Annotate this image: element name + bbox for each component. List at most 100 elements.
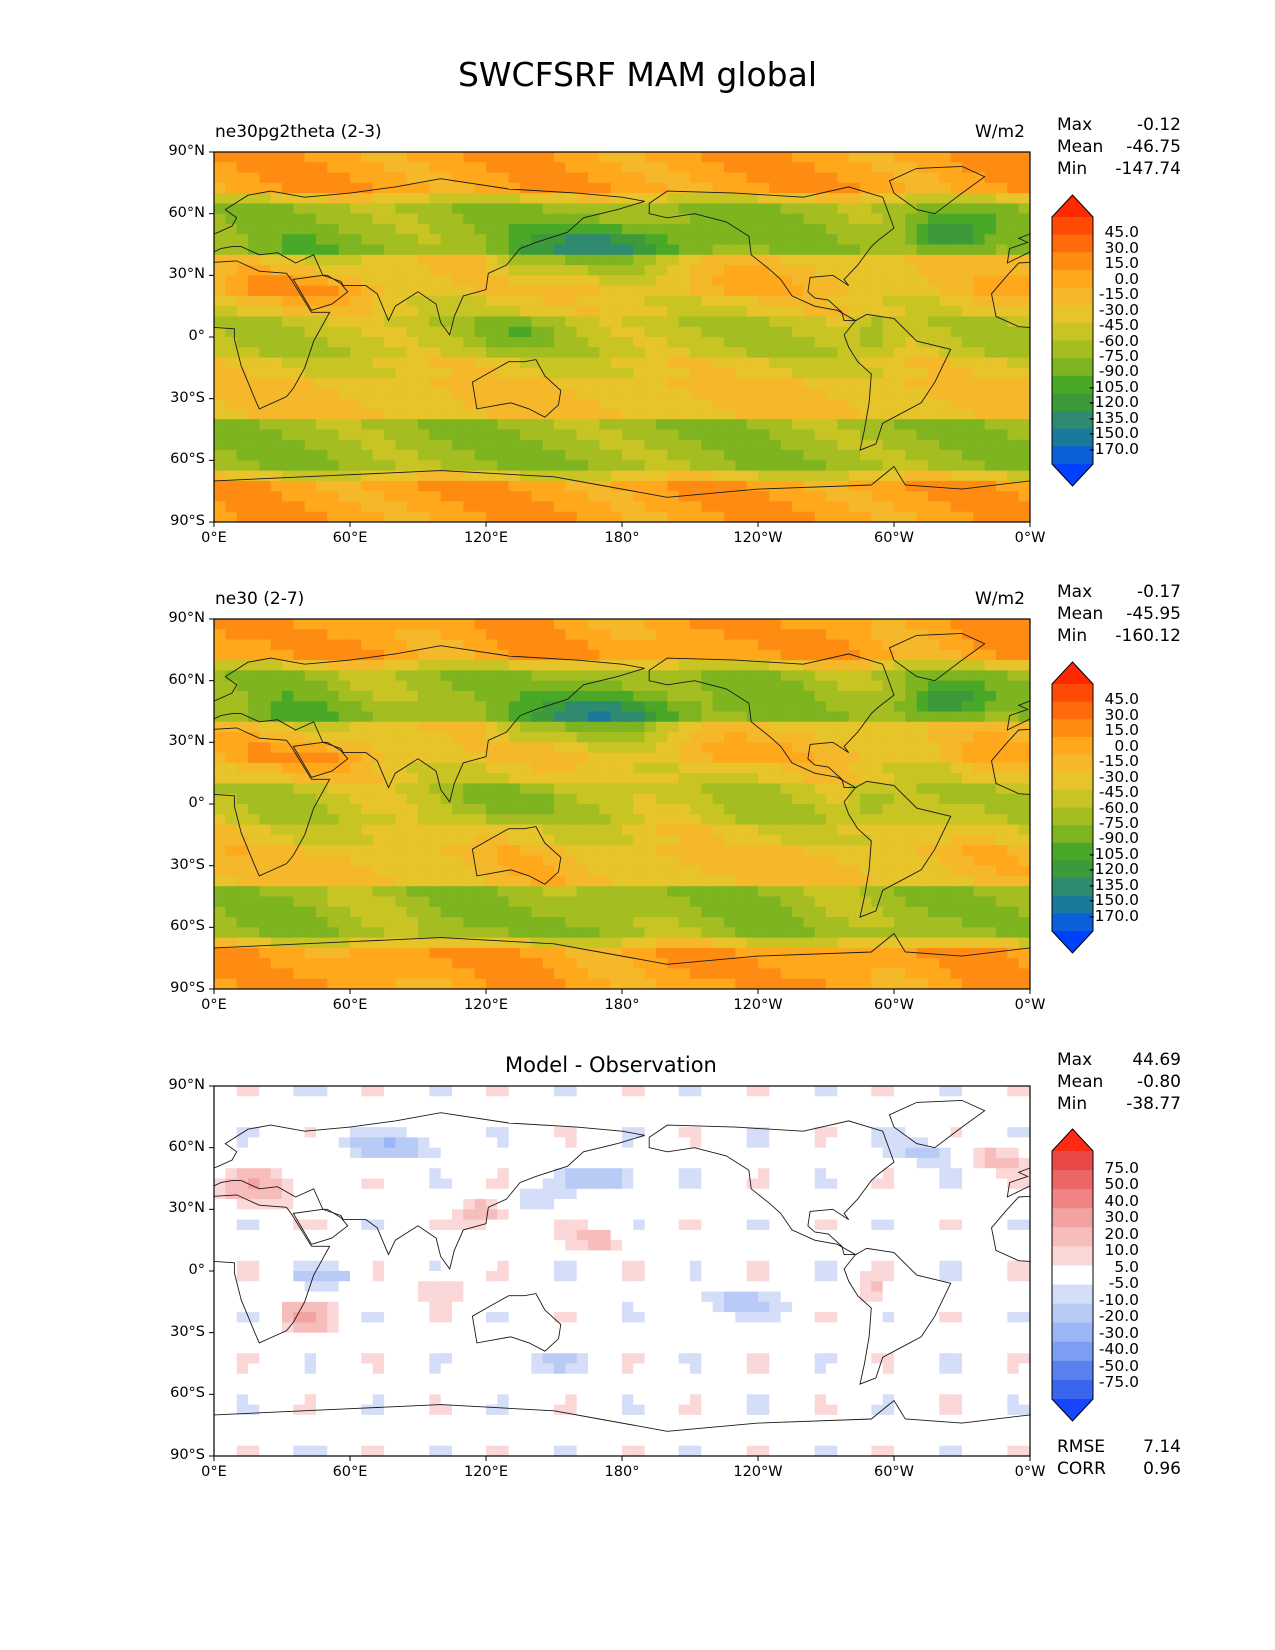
field-cell xyxy=(882,347,895,359)
field-cell xyxy=(270,619,283,630)
field-cell xyxy=(293,752,306,764)
field-cell xyxy=(996,814,1008,826)
field-cell xyxy=(282,234,294,246)
field-cell xyxy=(1018,752,1030,764)
field-cell xyxy=(973,501,986,513)
field-cell xyxy=(508,814,521,826)
field-cell xyxy=(316,408,328,420)
field-cell xyxy=(214,316,226,328)
field-cell xyxy=(894,742,906,754)
field-cell xyxy=(248,152,260,163)
field-cell xyxy=(746,773,759,785)
field-cell xyxy=(746,690,759,702)
field-cell xyxy=(701,649,714,661)
field-cell xyxy=(678,285,691,297)
field-cell xyxy=(565,742,578,754)
field-cell xyxy=(735,773,748,785)
field-cell xyxy=(486,824,498,836)
field-cell xyxy=(576,721,589,733)
field-cell xyxy=(984,254,997,266)
field-cell xyxy=(758,886,770,898)
field-cell xyxy=(882,752,895,764)
field-cell xyxy=(225,742,238,754)
field-cell xyxy=(894,265,906,276)
field-cell xyxy=(735,865,748,877)
field-cell xyxy=(622,275,634,287)
field-cell xyxy=(282,906,294,918)
field-cell xyxy=(860,762,872,774)
field-cell xyxy=(848,927,861,939)
field-cell xyxy=(520,917,532,928)
field-cell xyxy=(259,203,272,215)
field-cell xyxy=(565,491,578,503)
field-cell xyxy=(293,906,306,918)
field-cell xyxy=(735,213,748,225)
field-cell xyxy=(678,701,691,713)
field-cell xyxy=(542,937,555,949)
field-cell xyxy=(304,491,317,503)
field-cell xyxy=(508,701,521,713)
field-cell xyxy=(554,460,566,472)
field-cell xyxy=(282,408,294,420)
field-cell xyxy=(486,223,498,235)
field-cell xyxy=(214,337,226,348)
field-cell xyxy=(860,670,872,682)
field-cell xyxy=(236,937,249,949)
field-cell xyxy=(406,742,419,754)
field-cell xyxy=(690,680,702,692)
field-cell xyxy=(644,285,657,297)
field-cell xyxy=(633,742,646,754)
field-cell xyxy=(304,639,317,651)
field-cell xyxy=(542,213,555,225)
field-cell xyxy=(882,480,895,492)
field-cell xyxy=(338,742,351,754)
field-cell xyxy=(520,619,532,630)
field-cell xyxy=(338,162,351,174)
field-cell xyxy=(1007,875,1020,887)
field-cell xyxy=(690,690,702,702)
field-cell xyxy=(214,896,226,908)
field-cell xyxy=(860,223,872,235)
field-cell xyxy=(610,347,623,359)
field-cell xyxy=(316,306,328,318)
field-cell xyxy=(406,511,419,522)
field-cell xyxy=(248,347,260,359)
field-cell xyxy=(780,639,793,651)
field-cell xyxy=(497,244,510,256)
field-cell xyxy=(882,172,895,184)
field-cell xyxy=(792,172,804,184)
field-cell xyxy=(996,162,1008,174)
field-cell xyxy=(905,670,918,682)
field-cell xyxy=(418,193,430,204)
field-cell xyxy=(871,162,884,174)
field-cell xyxy=(508,793,521,805)
field-cell xyxy=(633,670,646,682)
field-cell xyxy=(780,793,793,805)
field-cell xyxy=(214,193,226,204)
field-cell xyxy=(327,793,340,805)
field-cell xyxy=(905,742,918,754)
field-cell xyxy=(508,927,521,939)
field-cell xyxy=(894,649,906,661)
field-cell xyxy=(690,254,702,266)
field-cell xyxy=(894,337,906,348)
field-cell xyxy=(327,347,340,359)
field-cell xyxy=(214,285,226,297)
field-cell xyxy=(248,172,260,184)
field-cell xyxy=(440,306,453,318)
field-cell xyxy=(871,398,884,410)
field-cell xyxy=(860,254,872,266)
field-cell xyxy=(554,337,566,348)
field-cell xyxy=(667,501,680,513)
field-cell xyxy=(395,917,408,928)
field-cell xyxy=(225,450,238,461)
field-cell xyxy=(962,244,974,256)
field-cell xyxy=(588,834,600,846)
field-cell xyxy=(588,511,600,522)
field-cell xyxy=(225,721,238,733)
field-cell xyxy=(406,906,419,918)
field-cell xyxy=(622,306,634,318)
field-cell xyxy=(327,285,340,297)
field-cell xyxy=(939,316,952,328)
field-cell xyxy=(554,752,566,764)
